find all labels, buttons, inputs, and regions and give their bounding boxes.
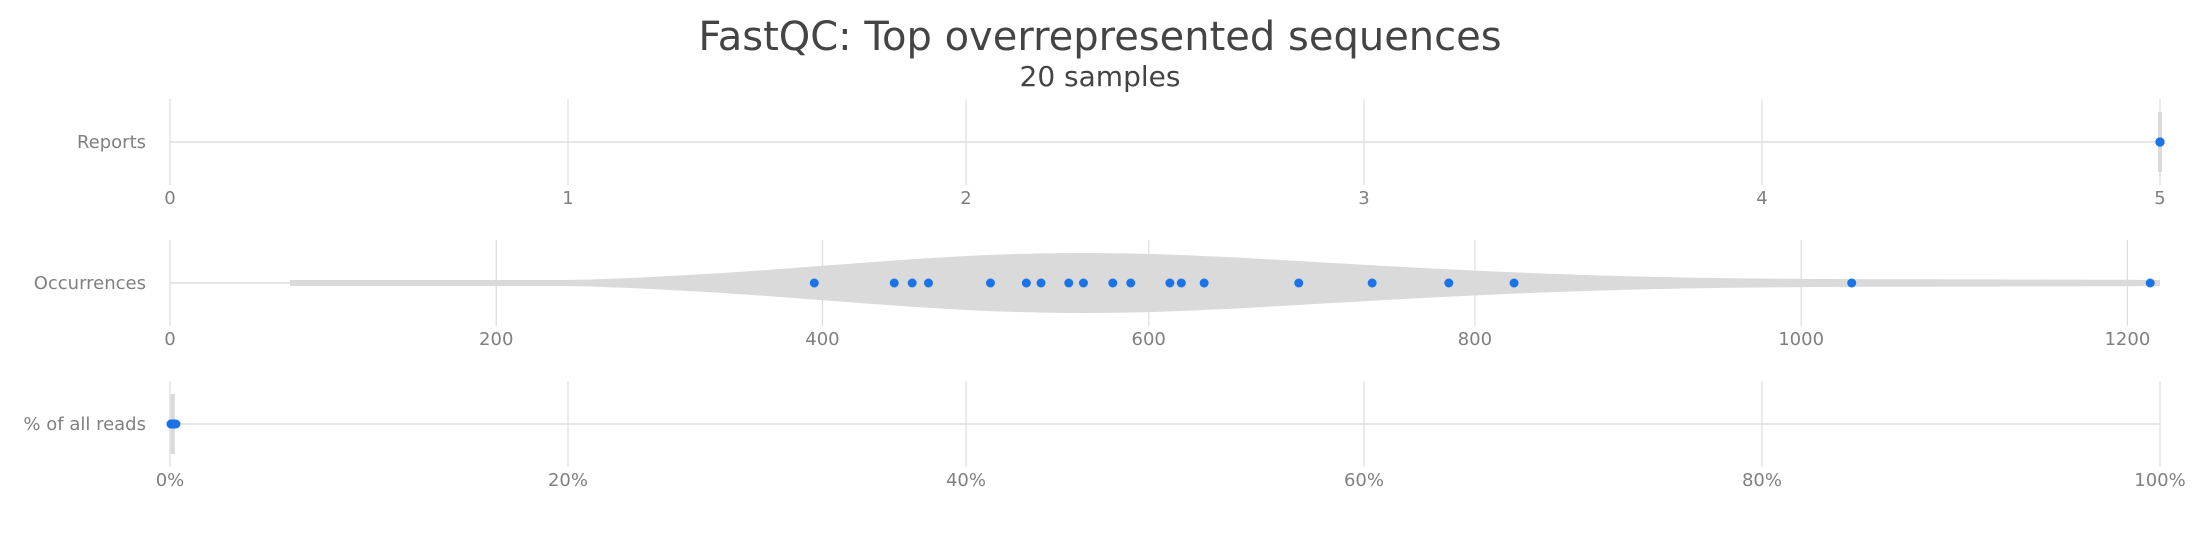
data-point: [1294, 278, 1304, 288]
tick-label: 2: [960, 188, 971, 209]
data-point: [2145, 278, 2155, 288]
chart-title: FastQC: Top overrepresented sequences: [698, 14, 1501, 60]
data-point: [889, 278, 899, 288]
tick-label: 200: [479, 329, 513, 350]
violin-rows: Reports 0 1 2 3 4 5 Occurrences 0 200 400 600 800 100…: [23, 99, 2186, 491]
tick-label: 400: [805, 329, 839, 350]
data-point: [1444, 278, 1454, 288]
tick-label: 40%: [946, 470, 986, 491]
data-point: [907, 278, 917, 288]
tick-label: 0: [164, 329, 175, 350]
tick-label: 5: [2154, 188, 2165, 209]
tick-label: 20%: [548, 470, 588, 491]
data-point: [1199, 278, 1209, 288]
data-point: [923, 278, 933, 288]
violin-row-2: % of all reads 0% 20% 40% 60% 80% 100%: [23, 381, 2186, 491]
tick-label: 1200: [2104, 329, 2150, 350]
tick-label: 1000: [1778, 329, 1824, 350]
data-point: [1509, 278, 1519, 288]
data-point: [1126, 278, 1136, 288]
tick-label: 60%: [1344, 470, 1384, 491]
tick-label: 600: [1132, 329, 1166, 350]
data-point: [1036, 278, 1046, 288]
violin-shape: [290, 253, 2160, 313]
tick-label: 800: [1458, 329, 1492, 350]
row-label: Reports: [77, 132, 146, 153]
data-point: [2155, 137, 2165, 147]
tick-label: 4: [1756, 188, 1767, 209]
violin-row-0: Reports 0 1 2 3 4 5: [77, 99, 2166, 209]
data-point: [171, 419, 181, 429]
tick-label: 0%: [156, 470, 185, 491]
data-point: [1176, 278, 1186, 288]
violin-row-1: Occurrences 0 200 400 600 800 1000 1200: [34, 240, 2160, 350]
data-point: [1367, 278, 1377, 288]
tick-label: 80%: [1742, 470, 1782, 491]
chart-subtitle: 20 samples: [1020, 60, 1181, 93]
data-point: [1165, 278, 1175, 288]
data-point: [1078, 278, 1088, 288]
data-point: [1021, 278, 1031, 288]
tick-label: 1: [562, 188, 573, 209]
tick-label: 0: [164, 188, 175, 209]
tick-label: 100%: [2134, 470, 2185, 491]
row-label: % of all reads: [23, 414, 146, 435]
data-point: [1064, 278, 1074, 288]
data-point: [809, 278, 819, 288]
data-point: [1847, 278, 1857, 288]
data-point: [985, 278, 995, 288]
tick-label: 3: [1358, 188, 1369, 209]
row-label: Occurrences: [34, 273, 146, 294]
data-point: [1108, 278, 1118, 288]
